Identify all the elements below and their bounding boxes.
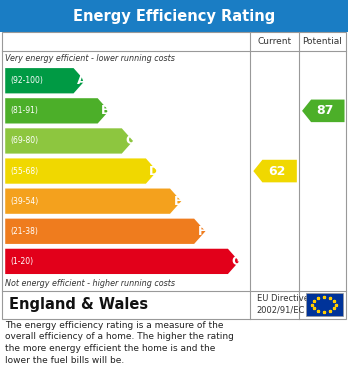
Text: Current: Current [257, 37, 291, 46]
Polygon shape [5, 249, 239, 274]
Text: F: F [198, 225, 207, 238]
Text: 62: 62 [268, 165, 286, 178]
Polygon shape [5, 188, 181, 214]
Text: (69-80): (69-80) [10, 136, 39, 145]
Text: C: C [126, 135, 135, 147]
Text: E: E [174, 195, 183, 208]
Text: (92-100): (92-100) [10, 76, 43, 85]
Text: G: G [231, 255, 242, 268]
Text: (81-91): (81-91) [10, 106, 38, 115]
Polygon shape [5, 128, 133, 154]
Text: (21-38): (21-38) [10, 227, 38, 236]
Text: A: A [77, 74, 87, 87]
Polygon shape [5, 158, 157, 184]
Text: (55-68): (55-68) [10, 167, 39, 176]
Polygon shape [253, 160, 297, 182]
Polygon shape [5, 68, 85, 93]
Text: Very energy efficient - lower running costs: Very energy efficient - lower running co… [5, 54, 175, 63]
Polygon shape [5, 219, 205, 244]
Text: England & Wales: England & Wales [9, 297, 148, 312]
Bar [2, 32, 346, 319]
Text: EU Directive
2002/91/EC: EU Directive 2002/91/EC [257, 294, 309, 315]
Text: (1-20): (1-20) [10, 257, 33, 266]
Bar [0, 0, 348, 32]
Text: (39-54): (39-54) [10, 197, 39, 206]
Bar [306, 293, 343, 316]
Text: Energy Efficiency Rating: Energy Efficiency Rating [73, 9, 275, 23]
Text: D: D [149, 165, 159, 178]
Text: B: B [101, 104, 111, 117]
Text: 87: 87 [316, 104, 334, 117]
Polygon shape [302, 100, 345, 122]
Text: The energy efficiency rating is a measure of the
overall efficiency of a home. T: The energy efficiency rating is a measur… [5, 321, 234, 365]
Polygon shape [5, 98, 109, 124]
Text: Potential: Potential [302, 37, 342, 46]
Text: Not energy efficient - higher running costs: Not energy efficient - higher running co… [5, 279, 175, 288]
